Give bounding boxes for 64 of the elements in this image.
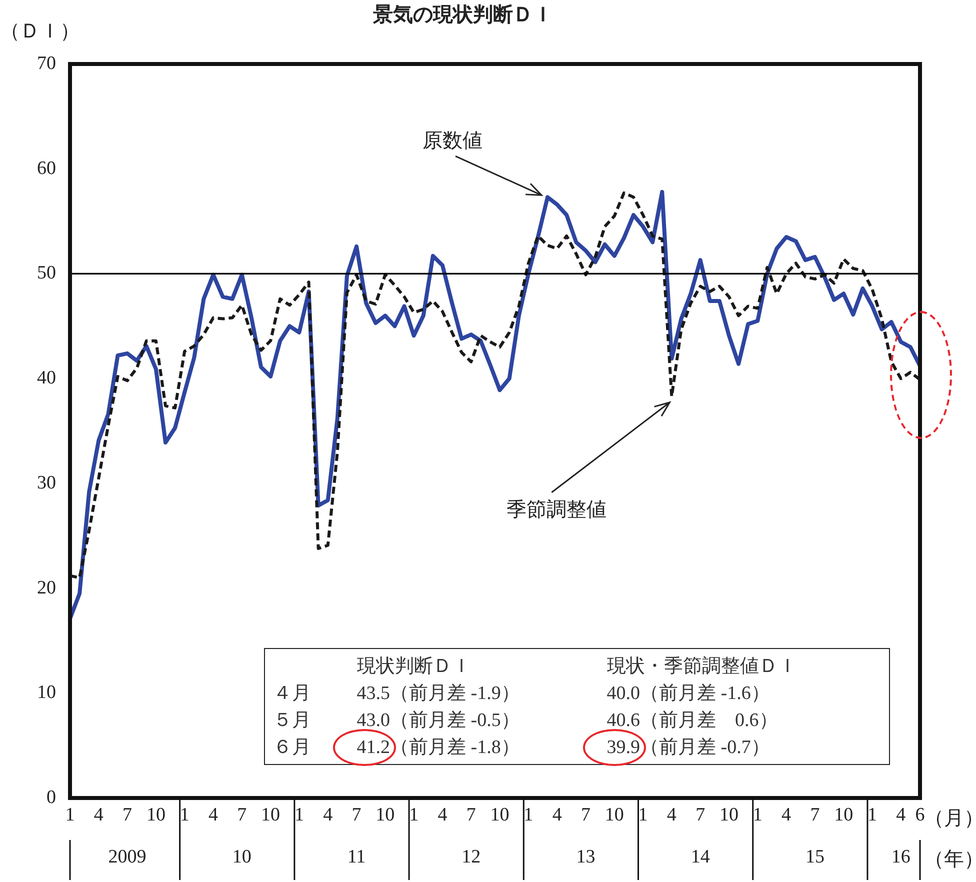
x-tick-label: 10 [490,804,510,826]
x2-tick-label: 15 [805,846,824,868]
annotation: 現状判断ＤＩ [356,654,472,679]
x-tick-label: 4 [208,804,219,826]
y-tick-label: 20 [37,577,56,598]
y-tick-label: 30 [37,472,56,494]
annotation: 41.2（前月差 -1.8） [356,736,521,760]
x2-axis-title: （年） [924,848,976,870]
x-tick-label: 10 [146,804,166,826]
annotation: ４月 [272,682,312,706]
x-tick-label: 4 [438,804,448,826]
x-tick-label: 1 [409,804,419,826]
x-tick-label: 7 [696,804,706,826]
x2-tick-label: 12 [462,846,481,868]
x2-tick-label: 10 [232,846,252,868]
x-tick-label: 7 [122,804,132,826]
y-tick-label: 10 [37,682,56,704]
y-tick-label: 60 [37,158,56,179]
x-tick-label: 1 [867,804,877,826]
x2-tick-label: 2009 [108,846,146,868]
x-tick-label: 10 [604,804,624,826]
x-axis-title: （月） [924,807,976,830]
x2-tick-label: 13 [576,846,596,868]
x-tick-label: 7 [810,804,820,826]
x-tick-label: 7 [580,804,590,826]
x-tick-label: 10 [376,804,395,826]
annotation: 原数値 [422,129,483,154]
x-tick-label: 1 [638,804,648,826]
x-tick-label: 1 [65,804,75,826]
x-tick-label: 4 [782,804,792,826]
y-tick-label: 0 [46,786,56,808]
annotation: 現状・季節調整値ＤＩ [606,654,798,679]
annotation: 40.6（前月差 0.6） [606,708,779,733]
annotation: 39.9（前月差 -0.7） [606,736,771,760]
y-axis-title: （ＤＩ） [0,20,80,42]
x-tick-label: 10 [719,804,738,826]
annotation: ５月 [272,708,312,733]
x-tick-label: 4 [552,804,562,826]
annotation: 43.0（前月差 -0.5） [356,708,521,733]
x-tick-label: 4 [896,804,906,826]
annotation: 40.0（前月差 -1.6） [606,682,771,706]
x2-tick-label: 16 [891,846,910,868]
annotation: 43.5（前月差 -1.9） [356,682,521,706]
x2-tick-label: 11 [347,846,366,868]
y-tick-label: 40 [37,368,56,389]
x-tick-label: 4 [666,804,677,826]
x-tick-label: 7 [466,804,476,826]
x-tick-label: 4 [323,804,334,826]
x-tick-label: 1 [180,804,190,826]
annotation: ６月 [272,736,312,760]
x-tick-label: 1 [752,804,762,826]
x-tick-label: 1 [294,804,304,826]
x-tick-label: 4 [94,804,104,826]
x-tick-label: 7 [352,804,362,826]
x-tick-label: 10 [834,804,854,826]
annotation: 季節調整値 [506,498,607,524]
chart-title: 景気の現状判断ＤＩ [372,4,553,26]
y-tick-label: 70 [37,52,56,74]
y-tick-label: 50 [37,262,56,284]
x-tick-label: 1 [524,804,534,826]
x2-tick-label: 14 [690,846,710,868]
x-tick-label: 10 [261,804,280,826]
x-tick-label: 6 [915,804,925,826]
x-tick-label: 7 [237,804,247,826]
